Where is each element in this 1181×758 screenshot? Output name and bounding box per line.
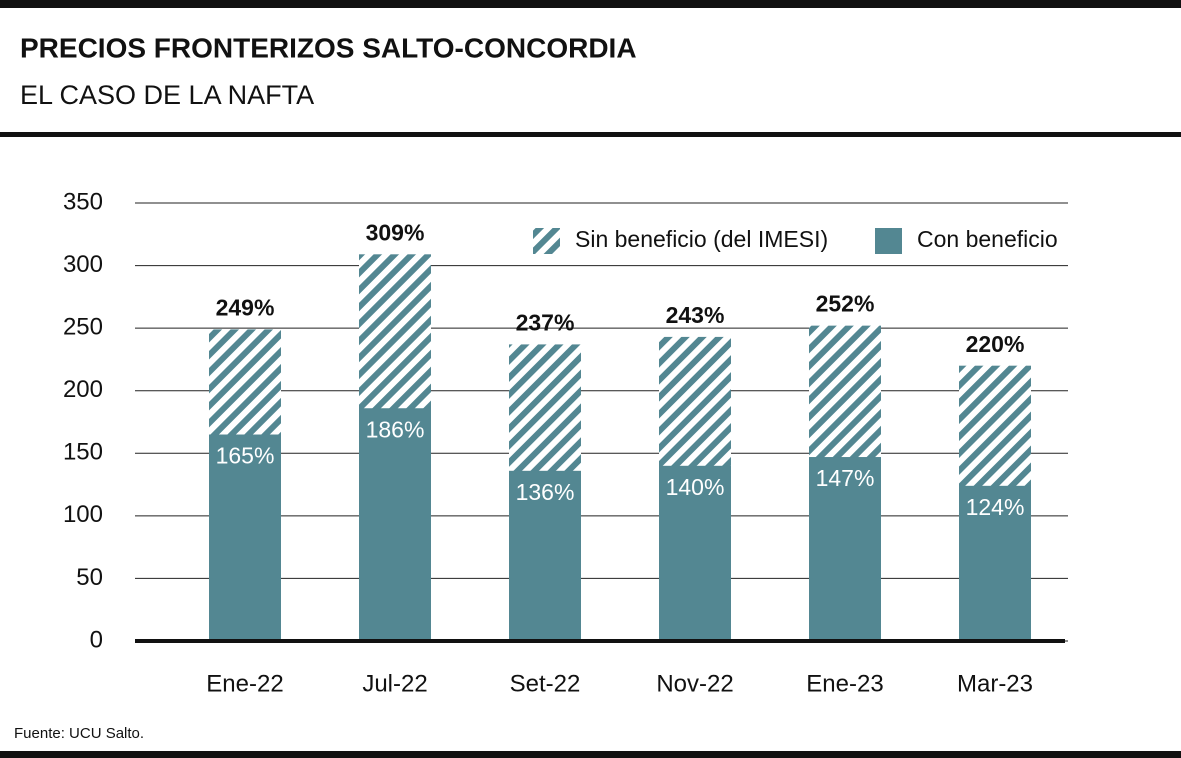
legend-label: Con beneficio	[917, 226, 1058, 252]
value-label: 136%	[516, 479, 575, 505]
top-bar	[0, 0, 1181, 8]
y-tick-label: 0	[90, 626, 103, 653]
y-tick-label: 50	[76, 564, 103, 591]
y-tick-label: 350	[63, 188, 103, 215]
value-label: 186%	[366, 416, 425, 442]
legend-label: Sin beneficio (del IMESI)	[575, 226, 828, 252]
value-label: 237%	[516, 309, 575, 335]
value-label: 220%	[966, 331, 1025, 357]
y-tick-label: 200	[63, 376, 103, 403]
x-tick-label: Nov-22	[656, 670, 733, 697]
y-tick-label: 250	[63, 313, 103, 340]
y-tick-label: 100	[63, 501, 103, 528]
bottom-bar	[0, 751, 1181, 758]
bar	[209, 434, 281, 641]
y-tick-label: 300	[63, 251, 103, 278]
value-label: 124%	[966, 494, 1025, 520]
value-label: 249%	[216, 294, 275, 320]
bar	[509, 470, 581, 641]
bar	[659, 465, 731, 641]
bar	[809, 457, 881, 641]
divider	[0, 132, 1181, 137]
value-label: 140%	[666, 474, 725, 500]
x-tick-label: Jul-22	[362, 670, 427, 697]
x-tick-label: Mar-23	[957, 670, 1033, 697]
value-label: 165%	[216, 443, 275, 469]
chart-subtitle: EL CASO DE LA NAFTA	[20, 80, 314, 110]
x-tick-label: Ene-22	[206, 670, 283, 697]
value-label: 243%	[666, 302, 725, 328]
bar	[959, 485, 1031, 641]
legend-swatch	[533, 228, 560, 254]
source: Fuente: UCU Salto.	[14, 725, 144, 742]
value-label: 309%	[366, 219, 425, 245]
legend-swatch	[875, 228, 902, 254]
x-tick-label: Set-22	[510, 670, 581, 697]
chart-title: PRECIOS FRONTERIZOS SALTO-CONCORDIA	[20, 32, 637, 63]
y-tick-label: 150	[63, 439, 103, 466]
value-label: 147%	[816, 465, 875, 491]
bar	[359, 408, 431, 641]
x-tick-label: Ene-23	[806, 670, 883, 697]
value-label: 252%	[816, 291, 875, 317]
